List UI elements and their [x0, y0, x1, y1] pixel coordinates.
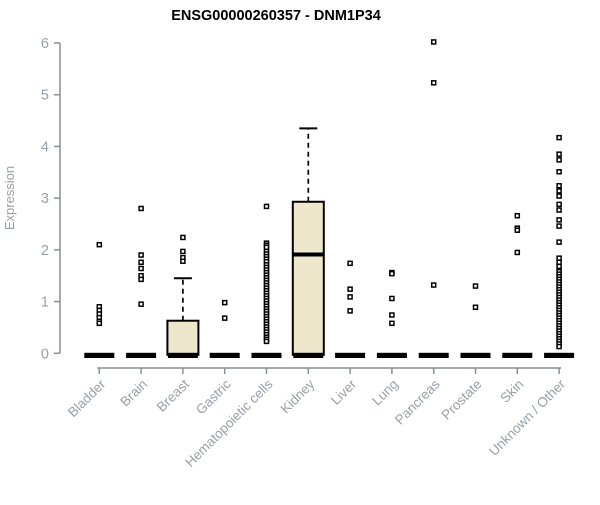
data-point	[389, 320, 395, 327]
data-point	[514, 227, 521, 233]
x-tick-label: Gastric	[193, 376, 234, 417]
data-point	[556, 343, 562, 350]
data-point	[180, 234, 186, 241]
data-point	[263, 203, 270, 210]
box	[166, 319, 200, 356]
data-point	[180, 248, 186, 255]
x-tick-label: Prostate	[438, 377, 484, 423]
data-point	[389, 295, 395, 302]
x-tick-label: Unknown / Other	[486, 376, 569, 459]
data-point	[138, 205, 144, 212]
y-tick-label: 5	[41, 88, 49, 104]
data-point	[556, 134, 562, 141]
data-point	[347, 260, 353, 267]
zero-bar	[84, 352, 115, 358]
data-point	[96, 241, 103, 248]
data-point	[472, 304, 479, 311]
data-point	[556, 201, 562, 208]
zero-bar	[544, 352, 575, 358]
x-tick-label: Pancreas	[392, 376, 443, 427]
data-point	[263, 338, 270, 345]
data-point	[347, 308, 353, 314]
data-point	[556, 207, 562, 213]
zero-bar	[251, 352, 282, 358]
x-tick-label: Lung	[369, 377, 401, 409]
data-point	[556, 169, 562, 175]
zero-bar	[460, 352, 491, 358]
data-point	[138, 276, 144, 283]
data-point	[556, 188, 562, 194]
zero-bar	[167, 352, 198, 358]
data-point	[96, 320, 103, 327]
chart-title: ENSG00000260357 - DNM1P34	[171, 8, 381, 24]
data-point	[347, 286, 353, 292]
zero-bar	[335, 352, 366, 358]
data-point	[472, 283, 479, 289]
data-point	[556, 217, 562, 223]
y-tick-label: 6	[41, 36, 49, 52]
y-tick-label: 4	[41, 139, 49, 155]
y-tick-label: 3	[41, 191, 49, 207]
data-point	[138, 259, 144, 266]
x-tick-label: Kidney	[278, 376, 318, 416]
data-point	[556, 239, 562, 245]
data-point	[556, 151, 562, 157]
zero-bar	[502, 352, 533, 358]
data-point	[556, 182, 562, 189]
data-point	[221, 299, 228, 306]
data-point	[430, 282, 437, 288]
y-tick-label: 2	[41, 243, 49, 259]
data-point	[556, 223, 562, 229]
data-point	[138, 301, 144, 307]
data-point	[430, 39, 437, 45]
data-point	[430, 80, 437, 86]
x-tick-label: Brain	[117, 377, 150, 410]
data-point	[221, 315, 228, 321]
zero-bar	[126, 352, 157, 358]
data-point	[138, 252, 144, 258]
data-point	[389, 270, 395, 277]
zero-bar	[376, 352, 407, 358]
data-point	[389, 312, 395, 318]
zero-bar	[293, 352, 324, 358]
data-point	[138, 265, 144, 272]
data-point	[347, 294, 353, 300]
data-point	[556, 157, 562, 163]
x-tick-label: Skin	[497, 377, 526, 406]
y-axis-label: Expression	[2, 166, 17, 230]
data-point	[556, 193, 562, 199]
x-tick-label: Liver	[328, 376, 360, 408]
data-point	[514, 249, 521, 256]
y-tick-label: 1	[41, 295, 49, 311]
box	[291, 200, 325, 356]
y-tick-label: 0	[41, 346, 49, 362]
x-tick-label: Breast	[154, 376, 192, 414]
data-point	[180, 258, 186, 264]
zero-bar	[418, 352, 449, 358]
data-point	[514, 212, 521, 219]
x-tick-label: Bladder	[65, 376, 109, 420]
data-point	[556, 263, 562, 270]
zero-bar	[209, 352, 240, 358]
